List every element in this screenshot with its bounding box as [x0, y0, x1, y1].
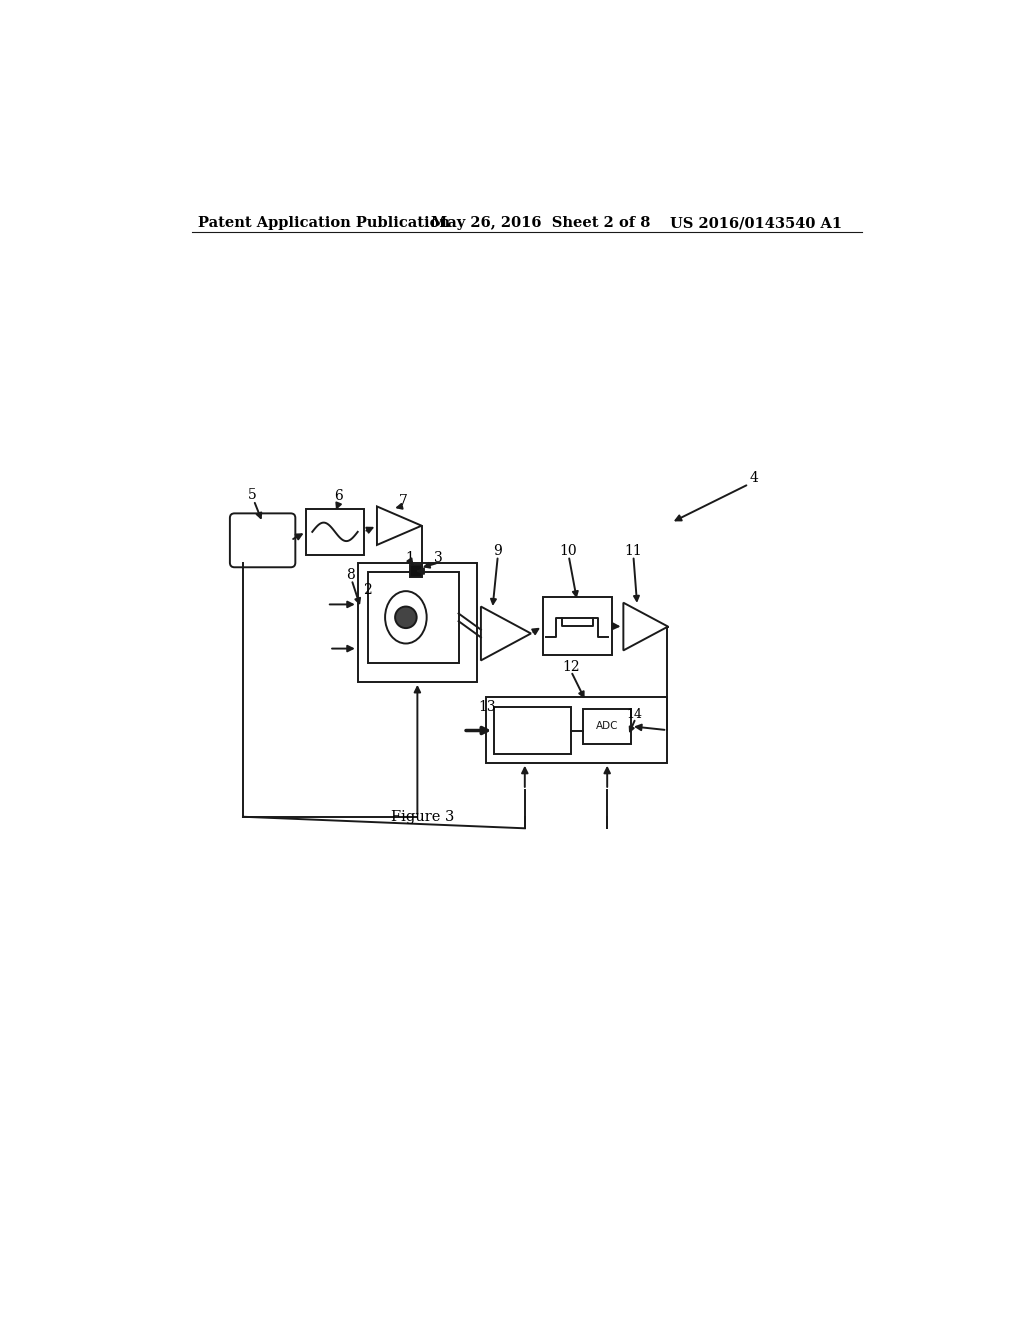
Text: 8: 8 — [346, 568, 354, 582]
Text: 6: 6 — [334, 490, 343, 503]
FancyBboxPatch shape — [230, 513, 295, 568]
Text: Figure 3: Figure 3 — [391, 809, 455, 824]
Text: May 26, 2016  Sheet 2 of 8: May 26, 2016 Sheet 2 of 8 — [431, 216, 650, 230]
Text: 1: 1 — [406, 550, 415, 565]
Bar — [494, 706, 571, 755]
Text: 9: 9 — [493, 544, 502, 558]
Ellipse shape — [385, 591, 427, 644]
Bar — [543, 598, 611, 655]
Polygon shape — [481, 607, 531, 660]
Bar — [584, 709, 631, 743]
Text: ADC: ADC — [596, 721, 618, 731]
Circle shape — [395, 607, 417, 628]
Text: 14: 14 — [627, 708, 643, 721]
Text: 10: 10 — [559, 544, 577, 558]
Bar — [357, 562, 477, 682]
Bar — [486, 697, 668, 763]
Text: 2: 2 — [364, 582, 372, 597]
Text: 7: 7 — [398, 494, 408, 508]
Text: US 2016/0143540 A1: US 2016/0143540 A1 — [670, 216, 842, 230]
Bar — [306, 508, 364, 554]
Bar — [410, 565, 422, 577]
Polygon shape — [624, 603, 668, 651]
Text: 11: 11 — [625, 544, 642, 558]
Polygon shape — [377, 507, 422, 545]
Text: 5: 5 — [248, 488, 257, 502]
Text: Patent Application Publication: Patent Application Publication — [199, 216, 451, 230]
Text: 12: 12 — [562, 660, 580, 673]
Text: 3: 3 — [434, 550, 443, 565]
Text: 13: 13 — [478, 700, 496, 714]
Text: 4: 4 — [750, 471, 759, 484]
Bar — [368, 572, 459, 663]
